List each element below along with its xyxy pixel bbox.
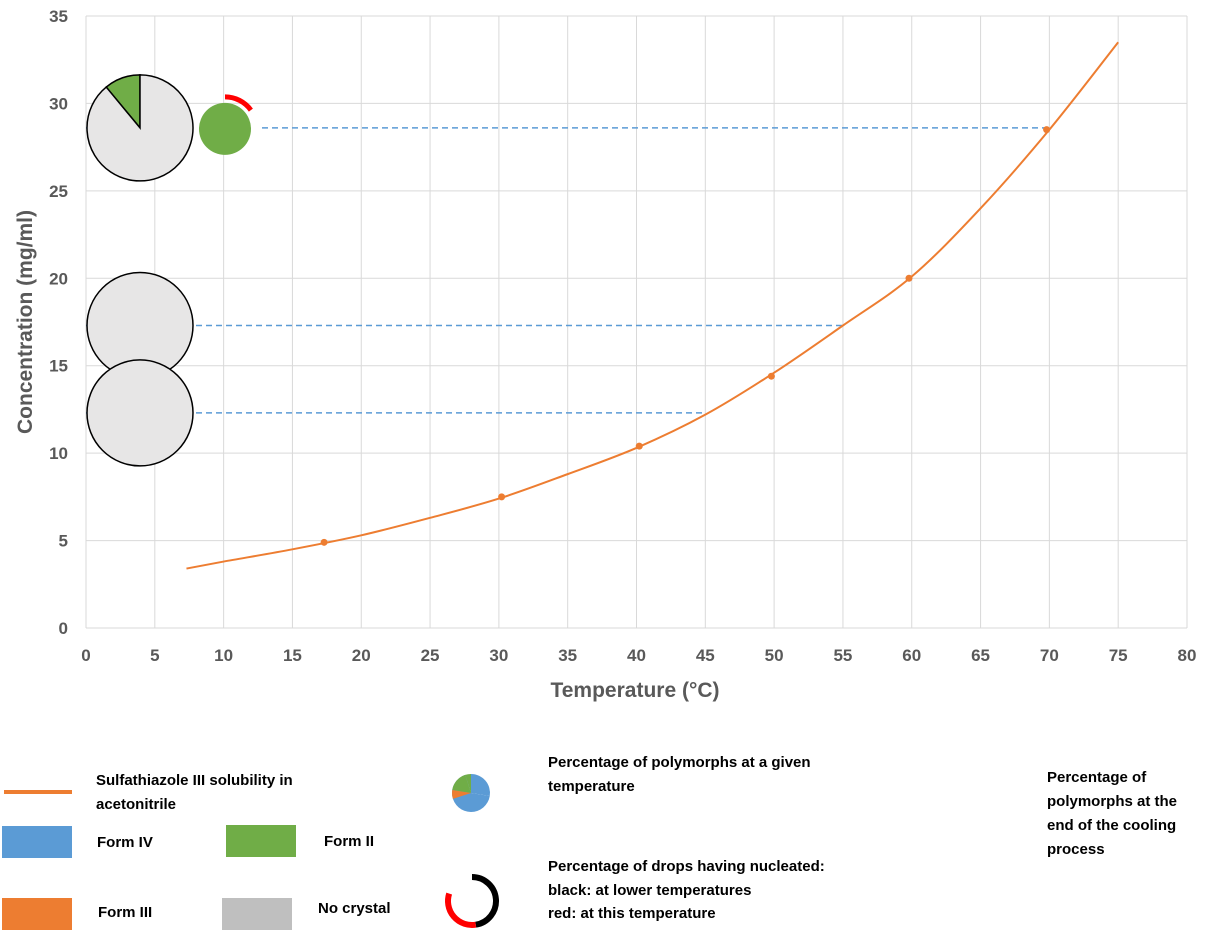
legend-pie-explanation: Percentage of polymorphs at a given temp…	[548, 754, 811, 795]
final-polymorph-disc	[199, 102, 251, 155]
y-tick-label: 15	[49, 357, 68, 376]
legend-ring-red-arc	[445, 892, 477, 928]
x-tick-label: 55	[833, 646, 852, 665]
guide-lines	[86, 127, 1047, 414]
x-tick-label: 5	[150, 646, 159, 665]
legend-ring-black-arc	[471, 874, 499, 928]
x-tick-label: 35	[558, 646, 577, 665]
solubility-series-line	[186, 41, 1119, 570]
y-tick-label: 10	[49, 444, 68, 463]
nucleation-ring-arc	[224, 94, 253, 112]
solubility-curve-layer	[186, 41, 1119, 570]
x-tick-label: 0	[81, 646, 90, 665]
y-tick-label: 25	[49, 182, 68, 201]
legend-form-ii-swatch	[226, 825, 296, 857]
y-tick-label: 5	[59, 532, 68, 551]
x-tick-label: 50	[765, 646, 784, 665]
legend-ring-explanation-title: Percentage of drops having nucleated:	[548, 858, 825, 875]
x-tick-label: 15	[283, 646, 302, 665]
legend-form-iv-label: Form IV	[97, 834, 153, 851]
x-tick-label: 40	[627, 646, 646, 665]
pie-slice	[86, 74, 194, 182]
x-tick-label: 80	[1178, 646, 1197, 665]
legend-pie-slice-form-iii	[452, 790, 471, 799]
legend-graphics	[445, 774, 499, 928]
legend-pie-slice-form-ii-b	[452, 774, 471, 793]
y-tick-label: 35	[49, 7, 68, 26]
y-tick-label: 30	[49, 94, 68, 113]
legend-form-iii-label: Form III	[98, 904, 153, 921]
gridlines	[85, 15, 1188, 629]
legend-form-ii-label: Form II	[324, 833, 375, 850]
x-axis-title: Temperature (°C)	[550, 679, 719, 702]
x-tick-label: 30	[489, 646, 508, 665]
data-point	[1043, 126, 1051, 134]
data-markers	[320, 126, 1051, 546]
x-tick-label: 25	[421, 646, 440, 665]
legend-no-crystal-label: No crystal	[318, 900, 391, 917]
legend-final-explanation: Percentage of polymorphs at the end of t…	[1047, 769, 1178, 858]
legend-solubility-label: Sulfathiazole III solubility in acetonit…	[96, 772, 293, 813]
legend-ring-explanation-black: black: at lower temperatures	[548, 882, 752, 899]
x-tick-label: 70	[1040, 646, 1059, 665]
pie-slice	[86, 359, 194, 467]
data-point	[767, 372, 775, 380]
data-point	[498, 493, 506, 501]
data-point	[635, 442, 643, 450]
legend-no-crystal-swatch	[222, 898, 292, 930]
legend-form-iv-swatch	[2, 826, 72, 858]
data-point	[320, 538, 328, 546]
y-tick-label: 0	[59, 619, 68, 638]
legend-pie-slice-form-ii	[465, 774, 471, 793]
legend-solubility-swatch	[4, 790, 72, 794]
final-polymorph-pies	[199, 94, 253, 155]
legend-pie-slice-form-iv-b	[471, 774, 490, 796]
y-tick-label: 20	[49, 269, 68, 288]
legend-ring-explanation-red: red: at this temperature	[548, 905, 716, 922]
polymorph-pies	[86, 74, 194, 467]
x-tick-label: 60	[902, 646, 921, 665]
x-tick-label: 20	[352, 646, 371, 665]
y-tick-labels: 0 5 10 15 20 25 30 35	[49, 7, 68, 638]
x-tick-label: 45	[696, 646, 715, 665]
x-tick-labels: 0 5 10 15 20 25 30 35 40 45 50 55 60 65 70 75 80	[81, 646, 1196, 665]
legend-form-iii-swatch	[2, 898, 72, 930]
x-tick-label: 75	[1109, 646, 1128, 665]
y-axis-title: Concentration (mg/ml)	[14, 210, 37, 434]
x-tick-label: 65	[971, 646, 990, 665]
data-point	[905, 274, 913, 282]
x-tick-label: 10	[214, 646, 233, 665]
